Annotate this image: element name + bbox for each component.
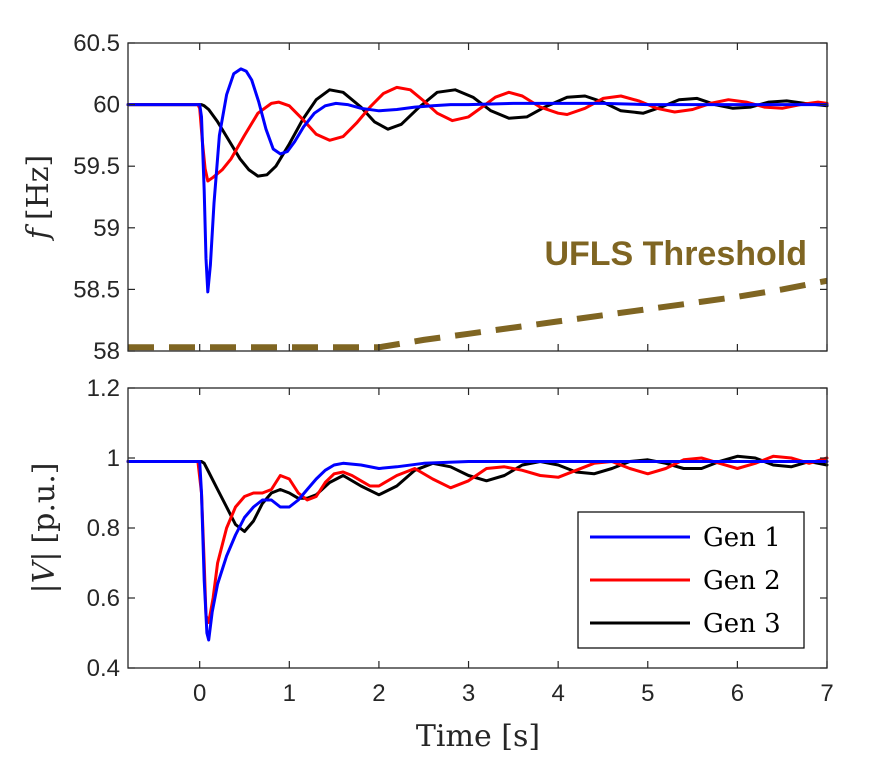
voltage-y-ticks: 0.4 0.6 0.8 1 1.2 [87, 375, 827, 682]
time-x-tick-label: 7 [820, 680, 833, 707]
voltage-series-group [126, 454, 829, 642]
voltage-y-axis-label: |V| [p.u.] [27, 463, 62, 594]
frequency-y-tick-label: 59 [93, 215, 120, 242]
time-x-tick-label: 0 [193, 680, 206, 707]
time-x-tick-label: 2 [372, 680, 385, 707]
voltage-y-tick-label: 0.8 [87, 515, 120, 542]
frequency-axes-box [127, 42, 828, 352]
frequency-y-ticks: 58 58.5 59 59.5 60 60.5 [73, 30, 828, 365]
frequency-series-gen-2 [126, 85, 829, 183]
voltage-y-tick-label: 0.4 [87, 655, 120, 682]
frequency-y-tick-label: 60.5 [73, 30, 120, 57]
frequency-plot: 58 58.5 59 59.5 60 60.5 UFLS Threshold f [Hz] [21, 30, 829, 365]
time-x-tick-label: 1 [283, 680, 296, 707]
voltage-y-tick-label: 1.2 [87, 375, 120, 402]
time-x-tick-label: 3 [462, 680, 475, 707]
voltage-y-axis-variable: |V| [27, 552, 62, 594]
voltage-y-tick-label: 0.6 [87, 585, 120, 612]
legend-label-gen-3: Gen 3 [703, 609, 781, 639]
voltage-axes-box [127, 387, 828, 669]
frequency-y-axis-label: f [Hz] [21, 155, 56, 242]
time-x-tick-label: 5 [641, 680, 654, 707]
ufls-threshold-label: UFLS Threshold [544, 235, 807, 273]
legend-label-gen-2: Gen 2 [703, 566, 781, 596]
frequency-y-axis-variable: f [21, 223, 56, 241]
legend-label-gen-1: Gen 1 [703, 523, 781, 553]
frequency-y-tick-label: 60 [93, 92, 120, 119]
legend: Gen 1 Gen 2 Gen 3 [577, 511, 805, 649]
ufls-threshold-group [128, 277, 828, 351]
time-x-ticks: 0 1 2 3 4 5 6 7 [193, 388, 834, 707]
time-x-tick-label: 6 [731, 680, 744, 707]
frequency-series-group [126, 67, 829, 294]
voltage-plot: 0.4 0.6 0.8 1 1.2 0 1 2 3 4 5 6 7 |V| [p.u.] Time [s… [27, 375, 834, 754]
frequency-series-gen-1 [126, 67, 829, 294]
frequency-y-tick-label: 58 [93, 338, 120, 365]
voltage-series-gen-1 [126, 460, 829, 642]
ufls-threshold-line [128, 277, 828, 351]
frequency-y-tick-label: 59.5 [73, 153, 120, 180]
frequency-series-gen-3 [126, 88, 829, 178]
frequency-y-tick-label: 58.5 [73, 276, 120, 303]
voltage-y-tick-label: 1 [107, 445, 120, 472]
time-x-tick-label: 4 [551, 680, 564, 707]
time-x-axis-label: Time [s] [416, 719, 540, 754]
frequency-y-axis-unit: [Hz] [21, 155, 56, 220]
voltage-y-axis-unit: [p.u.] [27, 463, 62, 544]
